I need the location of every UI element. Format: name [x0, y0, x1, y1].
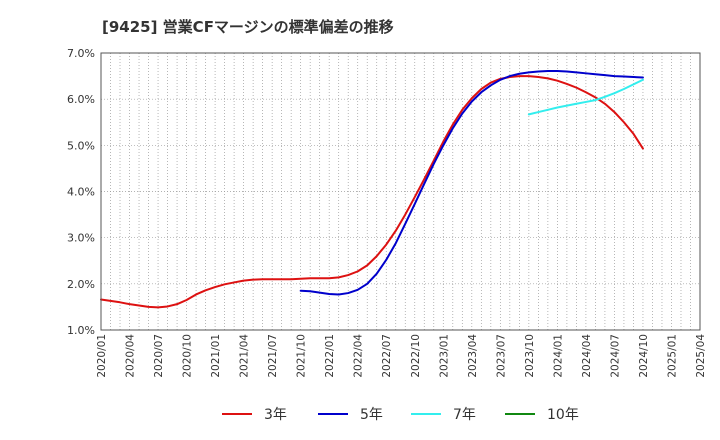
x-tick-label: 2022/01 [324, 334, 336, 378]
x-tick-label: 2022/04 [353, 334, 365, 378]
x-tick-label: 2023/04 [467, 334, 479, 378]
x-tick-label: 2024/04 [581, 334, 593, 378]
y-tick-label: 7.0% [67, 47, 95, 60]
y-tick-label: 4.0% [67, 186, 95, 199]
legend-label: 5年 [360, 407, 383, 423]
x-tick-label: 2021/04 [239, 334, 251, 378]
x-tick-label: 2024/01 [552, 334, 564, 378]
x-tick-label: 2023/10 [524, 334, 536, 378]
legend-label: 10年 [547, 407, 579, 423]
y-tick-label: 2.0% [67, 278, 95, 291]
x-tick-label: 2025/01 [666, 334, 678, 378]
x-tick-label: 2022/10 [410, 334, 422, 378]
x-tick-label: 2024/07 [609, 334, 621, 378]
x-tick-label: 2024/10 [638, 334, 650, 378]
x-tick-label: 2022/07 [381, 334, 393, 378]
y-axis: 1.0% 2.0% 3.0% 4.0% 5.0% 6.0% 7.0% [67, 47, 95, 337]
x-axis: 2020/01 2020/04 2020/07 2020/10 2021/01 2021/… [96, 334, 707, 378]
plot-frame [100, 52, 701, 331]
x-tick-label: 2021/01 [210, 334, 222, 378]
x-tick-label: 2020/04 [125, 334, 137, 378]
grid [101, 53, 700, 330]
series-line-3年 [100, 75, 644, 309]
x-tick-label: 2020/07 [153, 334, 165, 378]
y-tick-label: 1.0% [67, 324, 95, 337]
chart-title: [9425] 営業CFマージンの標準偏差の推移 [102, 18, 394, 36]
x-tick-label: 2021/10 [296, 334, 308, 378]
x-tick-label: 2020/01 [96, 334, 108, 378]
x-tick-label: 2020/10 [182, 334, 194, 378]
series-line-5年 [299, 70, 644, 296]
x-tick-label: 2023/01 [438, 334, 450, 378]
x-tick-label: 2025/04 [695, 334, 707, 378]
x-tick-label: 2023/07 [495, 334, 507, 378]
y-tick-label: 5.0% [67, 139, 95, 152]
y-tick-label: 3.0% [67, 232, 95, 245]
legend-label: 7年 [453, 407, 476, 423]
x-tick-label: 2021/07 [267, 334, 279, 378]
series-lines [100, 70, 644, 309]
legend: 3年 5年 7年 10年 [222, 407, 579, 423]
series-line-7年 [527, 78, 644, 116]
y-tick-label: 6.0% [67, 93, 95, 106]
legend-label: 3年 [264, 407, 287, 423]
